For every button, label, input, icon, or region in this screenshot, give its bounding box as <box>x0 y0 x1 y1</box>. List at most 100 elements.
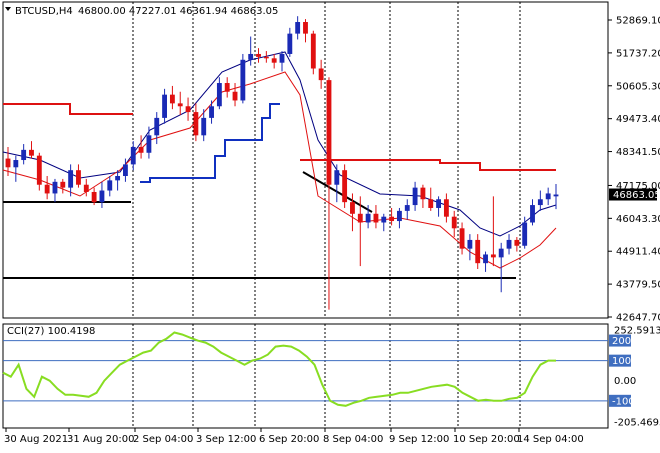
candle-body[interactable] <box>326 80 332 185</box>
time-tick-label: 3 Sep 12:00 <box>196 434 256 445</box>
candle-body[interactable] <box>36 155 42 185</box>
candle-body[interactable] <box>342 170 348 203</box>
candle-body[interactable] <box>537 199 543 206</box>
candle-body[interactable] <box>83 184 89 192</box>
candle-body[interactable] <box>68 170 74 188</box>
candle-body[interactable] <box>216 83 222 107</box>
candle-body[interactable] <box>177 103 183 107</box>
resistance-line-right <box>300 159 556 171</box>
candle-body[interactable] <box>389 216 395 222</box>
candle-body[interactable] <box>545 193 551 200</box>
candle-body[interactable] <box>483 254 488 264</box>
candle-body[interactable] <box>420 187 426 200</box>
candle-body[interactable] <box>350 202 355 214</box>
candle-body[interactable] <box>373 213 379 223</box>
candle-body[interactable] <box>498 248 504 258</box>
cci-level-tag <box>609 334 631 347</box>
cci-frame <box>2 323 609 429</box>
time-tick-label: 14 Sep 04:00 <box>517 434 584 445</box>
cci-level-tag-label: 100 <box>612 356 631 367</box>
candle-body[interactable] <box>232 91 238 101</box>
candle-body[interactable] <box>506 239 512 249</box>
candle-body[interactable] <box>123 164 128 177</box>
candle-body[interactable] <box>185 106 191 113</box>
symbol-label[interactable]: BTCUSD,H4 <box>15 6 73 17</box>
candle-body[interactable] <box>271 58 277 63</box>
candle-body[interactable] <box>318 68 324 81</box>
candle-body[interactable] <box>436 199 441 208</box>
candle-body[interactable] <box>397 210 402 222</box>
cci-label: CCI(27) 100.4198 <box>7 326 95 337</box>
candle-body[interactable] <box>91 191 97 203</box>
candle-body[interactable] <box>443 199 449 217</box>
candle-body[interactable] <box>13 160 19 168</box>
symbol-dropdown-icon[interactable] <box>5 7 11 11</box>
candle-body[interactable] <box>467 239 473 249</box>
candle-body[interactable] <box>44 184 50 194</box>
time-tick-label: 30 Aug 2021 <box>4 434 68 445</box>
cci-tick-label: 252.5913 <box>614 326 660 337</box>
candle-body[interactable] <box>334 170 340 185</box>
candle-body[interactable] <box>522 222 528 246</box>
candle-body[interactable] <box>248 53 254 60</box>
candle-body[interactable] <box>99 190 105 203</box>
candle-body[interactable] <box>130 146 136 165</box>
candle-body[interactable] <box>553 194 559 197</box>
price-tick-label: 50605.30 <box>616 81 660 92</box>
candle-body[interactable] <box>530 205 535 223</box>
candle-body[interactable] <box>29 149 34 156</box>
candle-body[interactable] <box>115 176 121 181</box>
candle-body[interactable] <box>263 56 269 59</box>
current-price-label: 46863.05 <box>613 190 660 201</box>
candle-body[interactable] <box>162 94 167 118</box>
candle-body[interactable] <box>514 239 520 246</box>
time-tick-label: 31 Aug 20:00 <box>67 434 134 445</box>
candle-body[interactable] <box>287 33 293 54</box>
candle-body[interactable] <box>475 239 481 264</box>
candle-body[interactable] <box>303 22 308 34</box>
candle-body[interactable] <box>154 117 160 136</box>
main-indicators <box>2 51 557 279</box>
candle-body[interactable] <box>138 146 144 153</box>
candle-body[interactable] <box>224 83 230 92</box>
candle-body[interactable] <box>60 181 66 188</box>
candle-body[interactable] <box>21 149 27 161</box>
candle-body[interactable] <box>240 59 246 101</box>
candle-body[interactable] <box>209 106 214 118</box>
price-tick-label: 43779.50 <box>616 280 660 291</box>
candle-body[interactable] <box>146 135 152 153</box>
candle-body[interactable] <box>76 170 81 185</box>
candle-body[interactable] <box>490 254 496 258</box>
candle-body[interactable] <box>256 53 261 57</box>
candle-body[interactable] <box>357 213 363 223</box>
chart-frames <box>2 1 609 429</box>
resistance-line-left <box>3 103 133 115</box>
candle-body[interactable] <box>193 112 199 136</box>
main-grid <box>132 2 521 318</box>
candle-body[interactable] <box>201 117 207 136</box>
time-tick-label: 6 Sep 20:00 <box>259 434 319 445</box>
candles[interactable] <box>5 16 559 310</box>
candle-body[interactable] <box>412 187 418 206</box>
price-axis[interactable]: 52869.10 51737.20 50605.30 49473.40 48341.50… <box>608 16 660 324</box>
candle-body[interactable] <box>381 216 387 223</box>
candle-body[interactable] <box>428 199 434 208</box>
time-tick-label: 10 Sep 20:00 <box>453 434 520 445</box>
candle-body[interactable] <box>52 181 58 194</box>
candle-body[interactable] <box>365 213 371 223</box>
candle-body[interactable] <box>295 22 301 34</box>
candle-body[interactable] <box>310 33 316 69</box>
candle-body[interactable] <box>169 94 175 104</box>
candle-body[interactable] <box>459 228 465 249</box>
candle-body[interactable] <box>279 53 285 63</box>
candle-body[interactable] <box>404 205 410 211</box>
price-tick-label: 44911.40 <box>616 247 660 258</box>
candle-body[interactable] <box>451 216 457 229</box>
cci-level-tag <box>609 354 631 367</box>
candle-body[interactable] <box>107 180 113 191</box>
candle-body[interactable] <box>5 158 11 168</box>
